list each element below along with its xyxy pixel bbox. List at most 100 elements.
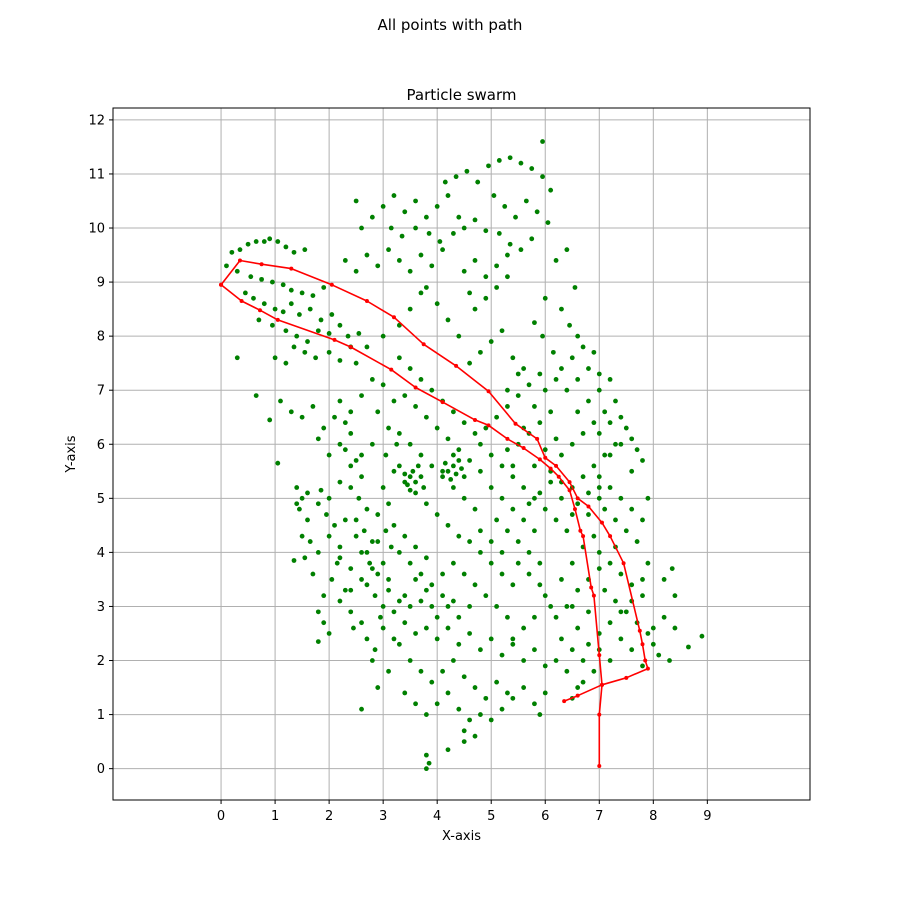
scatter-point [321, 620, 327, 626]
scatter-point [361, 528, 367, 534]
scatter-point [302, 247, 308, 253]
scatter-point [423, 214, 429, 220]
path-marker [535, 436, 540, 441]
scatter-point [596, 474, 602, 480]
scatter-point [640, 517, 645, 523]
y-tick-label: 2 [97, 654, 105, 669]
scatter-point [283, 328, 289, 334]
path-marker [643, 658, 648, 663]
scatter-point [396, 258, 402, 263]
path-marker [329, 282, 334, 287]
scatter-point [421, 485, 427, 490]
scatter-point [386, 425, 391, 431]
scatter-point [529, 166, 535, 171]
y-tick-label: 5 [97, 492, 105, 507]
scatter-point [559, 495, 564, 501]
scatter-point [550, 349, 556, 355]
scatter-point [510, 474, 516, 480]
scatter-point [307, 306, 313, 312]
scatter-point [553, 376, 559, 382]
scatter-point [521, 517, 527, 523]
path-marker [556, 474, 561, 479]
path-marker [543, 455, 548, 460]
scatter-point [413, 544, 418, 550]
scatter-point [540, 139, 545, 144]
scatter-point [618, 414, 624, 420]
scatter-point [380, 625, 386, 631]
scatter-point [645, 560, 651, 566]
scatter-point [291, 558, 297, 563]
scatter-point [380, 560, 386, 566]
scatter-point [532, 614, 537, 620]
scatter-point [461, 474, 467, 480]
y-tick-label: 9 [97, 276, 105, 291]
scatter-point [402, 209, 408, 215]
scatter-point [478, 468, 483, 474]
scatter-point [542, 593, 548, 599]
scatter-point [640, 593, 645, 599]
scatter-point [586, 641, 591, 647]
scatter-point [456, 641, 462, 647]
path-marker [562, 699, 567, 704]
path-marker [567, 480, 572, 485]
scatter-point [456, 214, 462, 220]
scatter-point [442, 460, 448, 466]
scatter-point [269, 279, 275, 285]
scatter-point [505, 274, 510, 280]
path-marker [597, 712, 602, 717]
scatter-point [413, 225, 418, 231]
scatter-point [640, 577, 645, 582]
scatter-point [537, 371, 543, 377]
scatter-point [532, 495, 537, 501]
scatter-point [559, 636, 564, 642]
scatter-point [369, 214, 375, 220]
scatter-point [372, 647, 378, 653]
path-marker [421, 342, 426, 347]
scatter-point [359, 577, 364, 582]
scatter-point [388, 544, 394, 550]
scatter-point [375, 685, 381, 690]
scatter-point [418, 452, 424, 458]
scatter-point [391, 468, 397, 474]
scatter-point [413, 404, 418, 409]
scatter-point [559, 366, 564, 371]
scatter-point [634, 539, 640, 544]
scatter-point [364, 252, 370, 258]
chart-title: Particle swarm [407, 86, 517, 104]
scatter-point [488, 539, 494, 544]
scatter-point [405, 482, 410, 488]
scatter-point [640, 458, 645, 463]
x-tick-label: 5 [487, 809, 495, 824]
scatter-point [475, 179, 481, 185]
scatter-point [591, 420, 597, 426]
scatter-point [407, 560, 413, 566]
scatter-point [618, 636, 624, 642]
scatter-point [623, 528, 629, 534]
scatter-point [321, 285, 327, 290]
scatter-point [580, 679, 586, 685]
scatter-point [448, 477, 454, 482]
scatter-point [529, 236, 535, 242]
path-marker [513, 421, 518, 426]
scatter-point [396, 549, 402, 555]
scatter-point [580, 344, 586, 350]
scatter-point [564, 668, 570, 674]
scatter-point [461, 268, 467, 274]
scatter-point [288, 301, 294, 307]
path-marker [597, 763, 602, 768]
scatter-point [396, 641, 402, 647]
scatter-point [461, 225, 467, 231]
scatter-point [488, 452, 494, 458]
scatter-point [318, 317, 324, 323]
scatter-point [299, 533, 305, 539]
scatter-point [580, 474, 586, 480]
scatter-point [629, 582, 635, 588]
scatter-point [434, 614, 440, 620]
scatter-point [569, 512, 575, 517]
scatter-point [348, 463, 354, 469]
scatter-point [591, 349, 597, 355]
scatter-point [337, 598, 343, 604]
scatter-point [337, 322, 343, 328]
